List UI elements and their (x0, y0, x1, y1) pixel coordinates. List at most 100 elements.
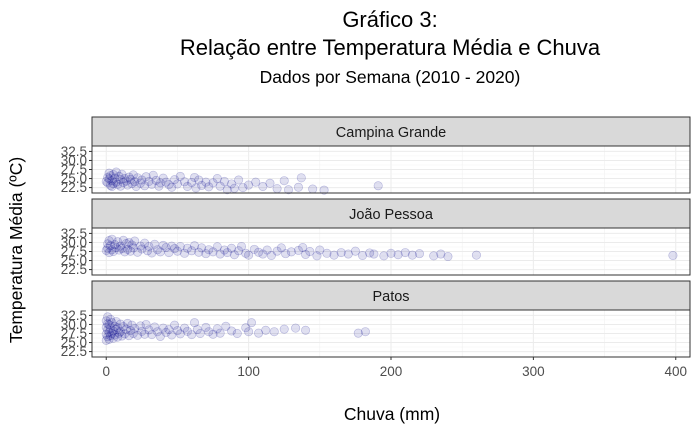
data-point (194, 247, 204, 257)
data-point (144, 176, 154, 186)
x-tick-label: 0 (102, 364, 110, 379)
data-point (106, 180, 116, 190)
data-point (182, 243, 192, 253)
data-point (104, 168, 114, 178)
data-point (229, 183, 239, 193)
data-point (219, 176, 229, 186)
data-point (103, 312, 113, 322)
facet-strip-label: Campina Grande (336, 125, 446, 141)
data-point (212, 324, 222, 334)
data-point (152, 245, 162, 255)
data-point (123, 244, 133, 254)
data-point (108, 247, 118, 257)
data-point (106, 171, 116, 181)
data-point (312, 251, 322, 261)
data-point (140, 329, 150, 339)
data-point (187, 246, 197, 256)
facet-panel: João Pessoa 22.525.027.530.032.5 (61, 198, 691, 277)
data-point (124, 237, 134, 247)
data-point (414, 249, 424, 259)
chart-title: Gráfico 3: (342, 7, 437, 32)
data-point (319, 185, 329, 195)
y-tick-label: 22.5 (61, 344, 87, 359)
data-point (219, 245, 229, 255)
data-point (443, 252, 453, 262)
x-tick-label: 300 (522, 364, 545, 379)
data-point (215, 328, 225, 338)
facet-strip-label: Patos (372, 289, 409, 305)
data-point (237, 241, 247, 251)
y-tick-label: 22.5 (61, 180, 87, 195)
data-point (158, 323, 168, 333)
data-point (117, 331, 127, 341)
data-point (429, 251, 439, 261)
data-point (111, 177, 121, 187)
data-point (322, 248, 332, 258)
data-point (279, 176, 289, 186)
data-point (114, 245, 124, 255)
data-point (113, 323, 123, 333)
data-point (227, 179, 237, 189)
data-point (407, 250, 417, 260)
data-point (249, 244, 259, 254)
data-point (137, 326, 147, 336)
data-point (117, 169, 127, 179)
data-point (110, 330, 120, 340)
facet-strip (91, 116, 691, 147)
data-point (308, 184, 318, 194)
data-point (286, 247, 296, 257)
data-point (164, 325, 174, 335)
data-point (172, 179, 182, 189)
data-point (229, 250, 239, 260)
data-point (167, 330, 177, 340)
data-point (118, 235, 128, 245)
data-point (668, 250, 678, 260)
data-point (121, 324, 131, 334)
data-point (103, 172, 113, 182)
data-point (141, 172, 151, 182)
data-point (227, 243, 237, 253)
data-point (137, 175, 147, 185)
data-point (232, 328, 242, 338)
data-point (118, 178, 128, 188)
data-point (276, 243, 286, 253)
data-point (201, 177, 211, 187)
data-point (110, 240, 120, 250)
data-point (293, 182, 303, 192)
data-point (201, 322, 211, 332)
data-point (114, 171, 124, 181)
data-point (258, 249, 268, 259)
data-point (104, 327, 114, 337)
data-point (283, 185, 293, 195)
data-point (212, 242, 222, 252)
data-point (190, 241, 200, 251)
data-point (350, 246, 360, 256)
data-point (133, 330, 143, 340)
data-point (329, 250, 339, 260)
y-tick-label: 25.0 (61, 253, 87, 268)
data-point (393, 250, 403, 260)
data-point (180, 323, 190, 333)
data-point (135, 241, 145, 251)
data-point (246, 318, 256, 328)
data-point (238, 183, 248, 193)
data-point (127, 240, 137, 250)
data-point (281, 249, 291, 259)
data-point (154, 181, 164, 191)
data-point (187, 178, 197, 188)
data-point (120, 174, 130, 184)
x-tick-label: 400 (664, 364, 687, 379)
data-point (101, 176, 111, 186)
data-point (266, 250, 276, 260)
data-point (234, 175, 244, 185)
y-tick-label: 22.5 (61, 262, 87, 277)
data-point (123, 180, 133, 190)
data-point (101, 322, 111, 332)
data-point (144, 325, 154, 335)
data-point (204, 245, 214, 255)
data-point (121, 176, 131, 186)
data-point (127, 179, 137, 189)
data-point (170, 320, 180, 330)
facet-panel: Patos 22.525.027.530.032.5 (61, 280, 691, 359)
